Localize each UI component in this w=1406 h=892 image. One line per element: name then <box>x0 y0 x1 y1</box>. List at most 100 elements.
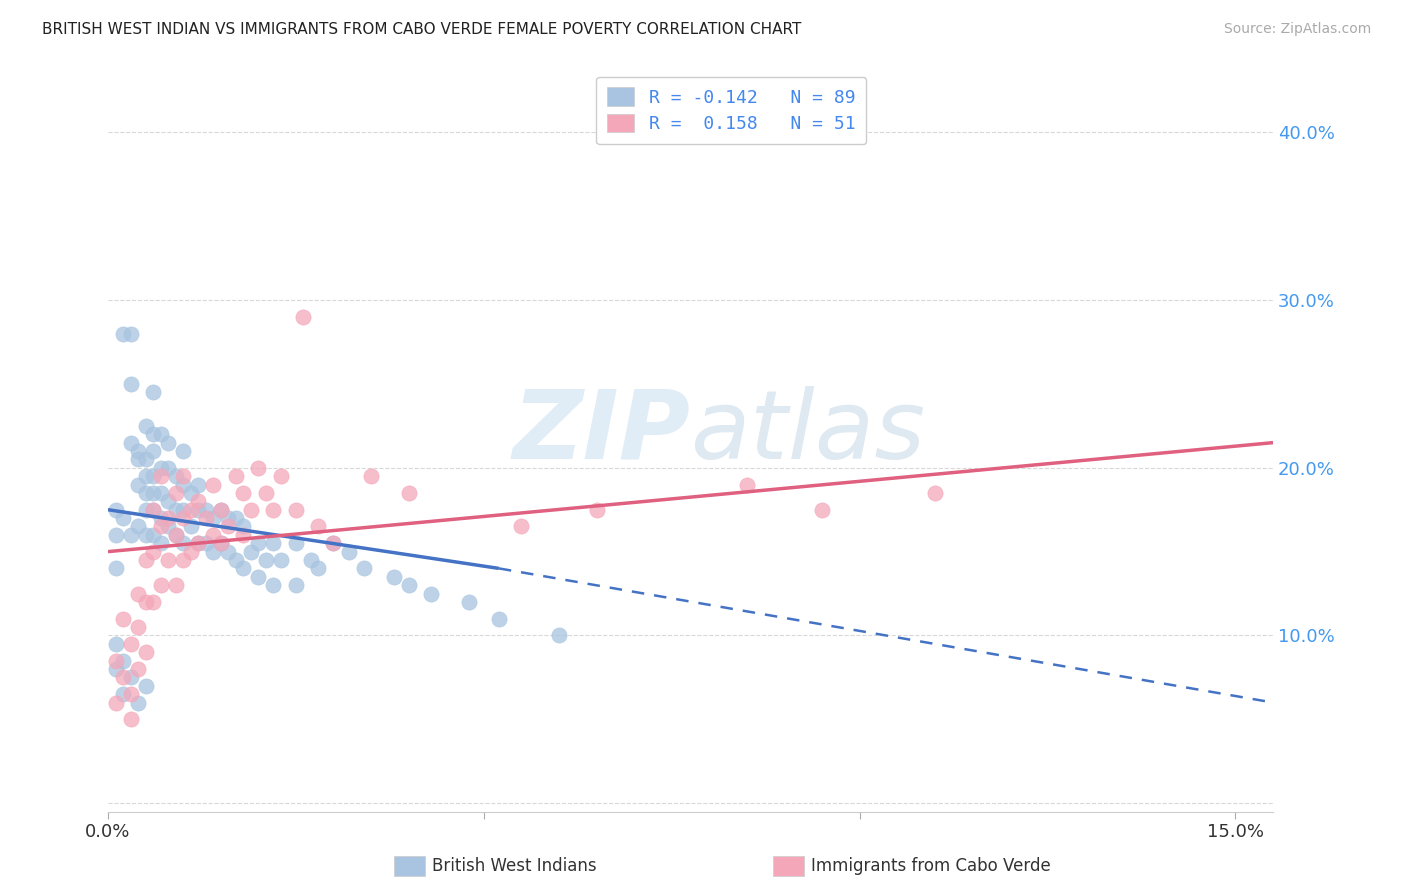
Point <box>142 385 165 400</box>
Point <box>120 528 142 542</box>
Point <box>120 637 142 651</box>
Point <box>262 502 284 516</box>
Point <box>172 444 194 458</box>
Point <box>548 628 571 642</box>
Point <box>360 469 382 483</box>
Point <box>232 486 254 500</box>
Point <box>104 662 127 676</box>
Point <box>104 528 127 542</box>
Point <box>172 553 194 567</box>
Point <box>149 469 172 483</box>
Point <box>135 553 157 567</box>
Point <box>735 477 758 491</box>
Point <box>194 502 217 516</box>
Point <box>202 544 225 558</box>
Point <box>157 494 180 508</box>
Point <box>135 595 157 609</box>
Point <box>165 528 187 542</box>
Point <box>225 511 247 525</box>
Point <box>120 712 142 726</box>
Point <box>142 502 165 516</box>
Point <box>247 570 270 584</box>
Point <box>209 536 232 550</box>
Point <box>135 418 157 433</box>
Point <box>172 502 194 516</box>
Point <box>209 502 232 516</box>
Point <box>254 486 277 500</box>
Point <box>149 536 172 550</box>
Point <box>488 612 510 626</box>
Point <box>157 435 180 450</box>
Point <box>157 519 180 533</box>
Point <box>142 544 165 558</box>
Point <box>239 502 262 516</box>
Point <box>142 427 165 442</box>
Point <box>111 687 134 701</box>
Point <box>420 586 443 600</box>
Point <box>149 460 172 475</box>
Point <box>194 536 217 550</box>
Point <box>135 679 157 693</box>
Point <box>165 502 187 516</box>
Text: British West Indians: British West Indians <box>432 857 596 875</box>
Point <box>322 536 344 550</box>
Point <box>111 612 134 626</box>
Point <box>398 486 420 500</box>
Point <box>142 502 165 516</box>
Point <box>135 528 157 542</box>
Point <box>172 477 194 491</box>
Point <box>104 654 127 668</box>
Point <box>104 561 127 575</box>
Point <box>284 502 307 516</box>
Point <box>180 502 202 516</box>
Point <box>149 511 172 525</box>
Point <box>149 578 172 592</box>
Point <box>924 486 946 500</box>
Text: BRITISH WEST INDIAN VS IMMIGRANTS FROM CABO VERDE FEMALE POVERTY CORRELATION CHA: BRITISH WEST INDIAN VS IMMIGRANTS FROM C… <box>42 22 801 37</box>
Point <box>510 519 533 533</box>
Point <box>217 511 239 525</box>
Point <box>157 460 180 475</box>
Point <box>209 536 232 550</box>
Point <box>202 511 225 525</box>
Point <box>247 536 270 550</box>
Point <box>262 536 284 550</box>
Point <box>284 578 307 592</box>
Point <box>284 536 307 550</box>
Point <box>225 469 247 483</box>
Point <box>120 326 142 341</box>
Point <box>127 586 149 600</box>
Point <box>142 486 165 500</box>
Point <box>209 502 232 516</box>
Point <box>135 486 157 500</box>
Point <box>127 696 149 710</box>
Point <box>398 578 420 592</box>
Point <box>172 536 194 550</box>
Point <box>135 452 157 467</box>
Point <box>180 544 202 558</box>
Point <box>262 578 284 592</box>
Point <box>585 502 607 516</box>
Point <box>135 502 157 516</box>
Point <box>457 595 479 609</box>
Point <box>104 637 127 651</box>
Point <box>322 536 344 550</box>
Point <box>187 536 209 550</box>
Point <box>187 494 209 508</box>
Point <box>217 519 239 533</box>
Point <box>172 469 194 483</box>
Point <box>165 528 187 542</box>
Point <box>247 460 270 475</box>
Point <box>111 326 134 341</box>
Point <box>180 519 202 533</box>
Point <box>225 553 247 567</box>
Point <box>104 502 127 516</box>
Point <box>120 670 142 684</box>
Point <box>232 528 254 542</box>
Point <box>149 486 172 500</box>
Point <box>111 654 134 668</box>
Legend: R = -0.142   N = 89, R =  0.158   N = 51: R = -0.142 N = 89, R = 0.158 N = 51 <box>596 77 866 145</box>
Point <box>149 427 172 442</box>
Point <box>111 670 134 684</box>
Point <box>307 561 329 575</box>
